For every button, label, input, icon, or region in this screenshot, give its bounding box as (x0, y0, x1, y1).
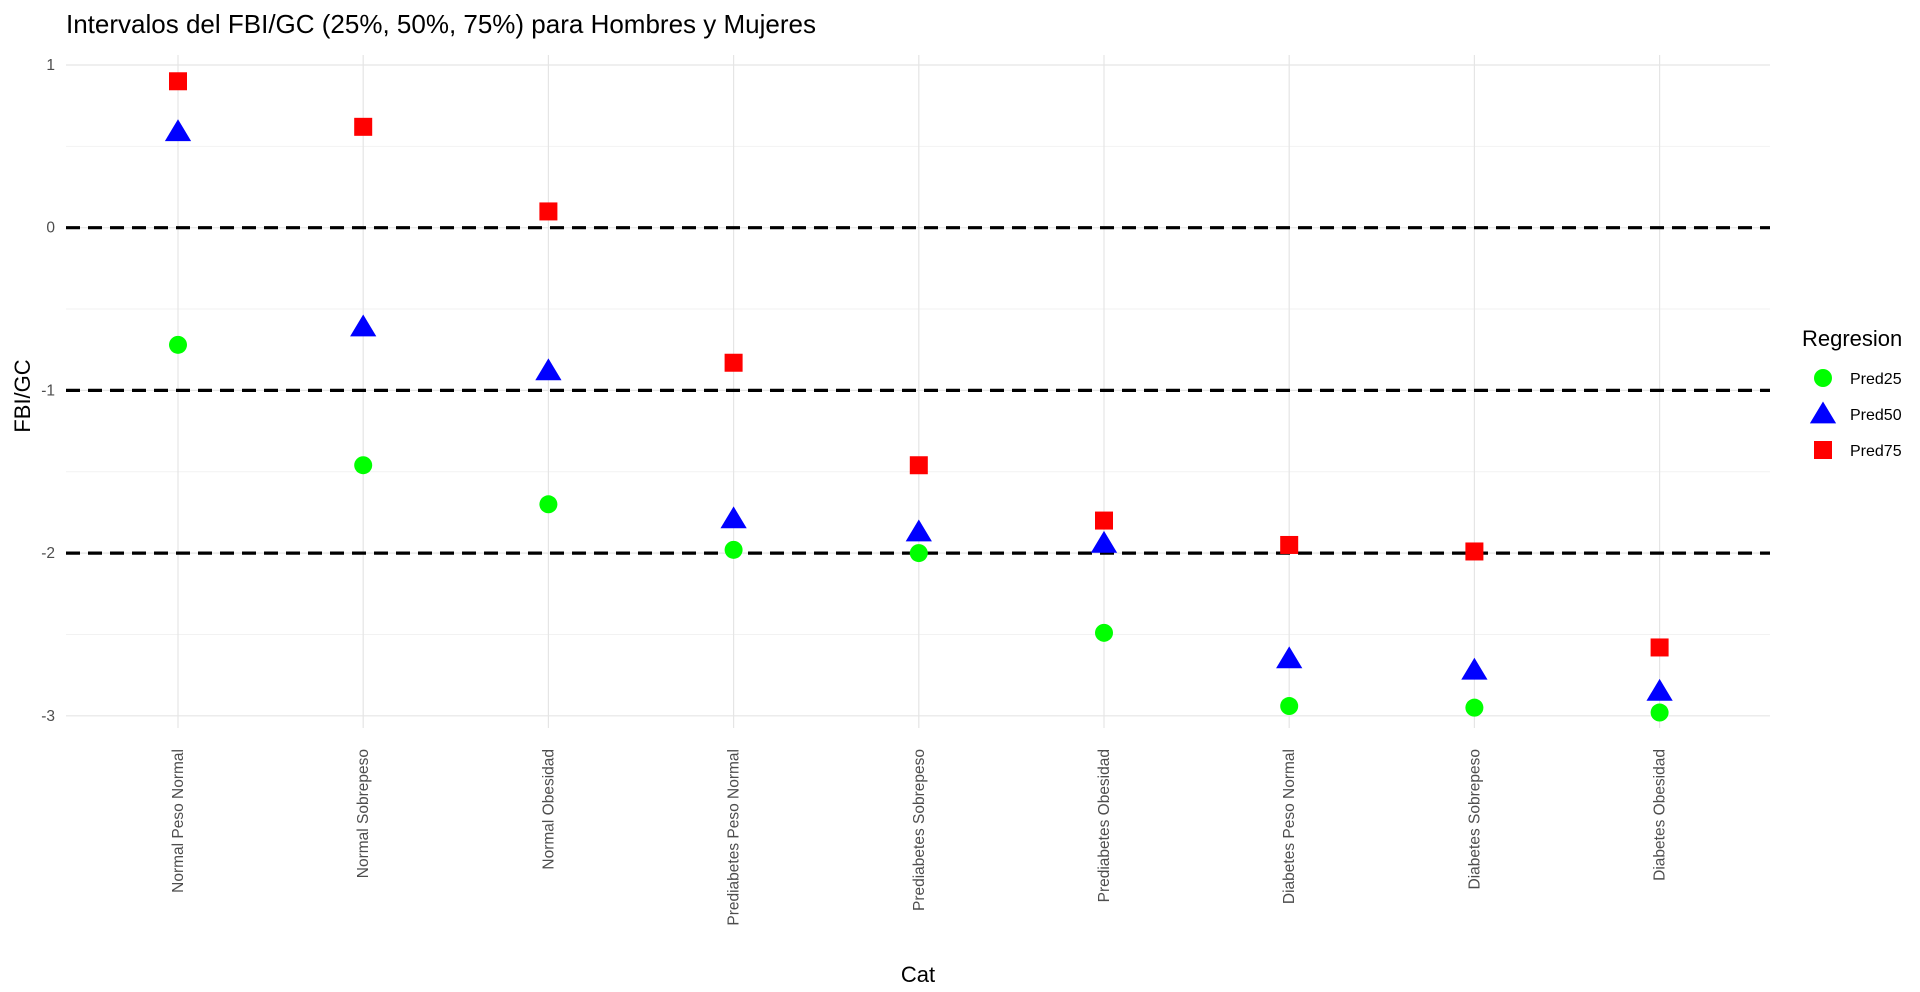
x-axis-ticks: Normal Peso Normal Normal Sobrepeso Normal… (170, 749, 1669, 926)
point-pred75 (1465, 542, 1484, 561)
x-tick-label: Prediabetes Sobrepeso (911, 749, 928, 911)
legend-label: Pred75 (1850, 443, 1902, 460)
point-pred75 (539, 202, 558, 221)
series-pred75 (169, 72, 1669, 657)
point-pred50 (164, 119, 192, 142)
data-points (164, 72, 1673, 722)
x-tick-label: Normal Obesidad (540, 749, 557, 870)
point-pred25 (354, 456, 373, 475)
legend-key-pred25 (1814, 369, 1832, 387)
point-pred75 (1095, 511, 1113, 530)
point-pred75 (1280, 535, 1299, 554)
point-pred25 (724, 540, 743, 559)
point-pred25 (909, 544, 928, 563)
legend-key-pred75 (1814, 441, 1832, 459)
point-pred75 (909, 456, 928, 475)
x-tick-label: Prediabetes Peso Normal (726, 749, 743, 926)
legend-label: Pred50 (1850, 407, 1902, 424)
point-pred50 (350, 314, 377, 337)
x-axis-title: Cat (901, 962, 935, 987)
point-pred75 (724, 353, 743, 372)
x-tick-label: Prediabetes Obesidad (1096, 749, 1113, 902)
x-tick-label: Normal Sobrepeso (355, 749, 372, 878)
point-pred50 (905, 519, 932, 542)
point-pred50 (1090, 530, 1118, 553)
point-pred75 (354, 117, 373, 136)
point-pred25 (1095, 623, 1113, 642)
point-pred25 (1465, 698, 1484, 717)
series-pred50 (164, 119, 1673, 701)
series-pred25 (169, 335, 1669, 722)
point-pred25 (539, 495, 558, 514)
legend-label: Pred25 (1850, 371, 1902, 388)
reference-lines (66, 226, 1770, 555)
legend: Regresion Pred25 Pred50 Pred75 (1802, 326, 1902, 460)
y-axis-title: FBI/GC (10, 359, 35, 432)
legend-key-pred50 (1809, 401, 1837, 424)
point-pred25 (169, 335, 187, 354)
x-tick-label: Diabetes Obesidad (1652, 749, 1669, 881)
point-pred50 (720, 506, 747, 529)
legend-title: Regresion (1802, 326, 1902, 351)
point-pred75 (1650, 638, 1669, 657)
point-pred50 (1646, 678, 1673, 701)
point-pred50 (1276, 646, 1303, 669)
point-pred50 (1461, 657, 1488, 680)
point-pred25 (1280, 697, 1299, 716)
y-tick-label: 1 (46, 57, 55, 74)
y-tick-label: -1 (41, 382, 55, 399)
y-tick-label: -2 (41, 545, 55, 562)
y-axis-ticks: 1 0 -1 -2 -3 (41, 57, 55, 725)
point-pred50 (535, 358, 562, 381)
y-tick-label: -3 (41, 708, 55, 725)
x-tick-label: Diabetes Peso Normal (1281, 749, 1298, 904)
y-tick-label: 0 (46, 220, 55, 237)
x-tick-label: Diabetes Sobrepeso (1466, 749, 1483, 889)
point-pred25 (1650, 703, 1669, 722)
chart-title: Intervalos del FBI/GC (25%, 50%, 75%) pa… (66, 9, 816, 39)
x-tick-label: Normal Peso Normal (170, 749, 187, 893)
point-pred75 (169, 72, 187, 91)
